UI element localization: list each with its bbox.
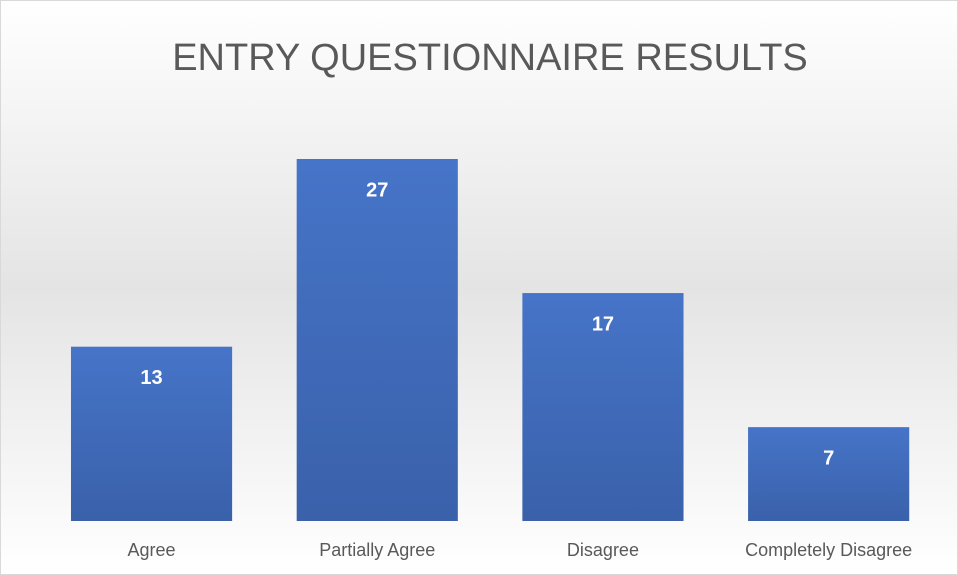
chart-title: ENTRY QUESTIONNAIRE RESULTS (172, 37, 808, 79)
data-label: 7 (823, 447, 834, 469)
x-tick-label: Agree (128, 540, 176, 560)
data-label: 17 (592, 313, 614, 335)
x-tick-label: Partially Agree (319, 540, 435, 560)
x-tick-label: Disagree (567, 540, 639, 560)
bar (296, 159, 458, 521)
data-label: 27 (366, 179, 388, 201)
data-label: 13 (140, 367, 162, 389)
x-tick-label: Completely Disagree (745, 540, 912, 560)
bar (70, 346, 233, 521)
bar (748, 427, 910, 521)
bar (522, 293, 684, 521)
